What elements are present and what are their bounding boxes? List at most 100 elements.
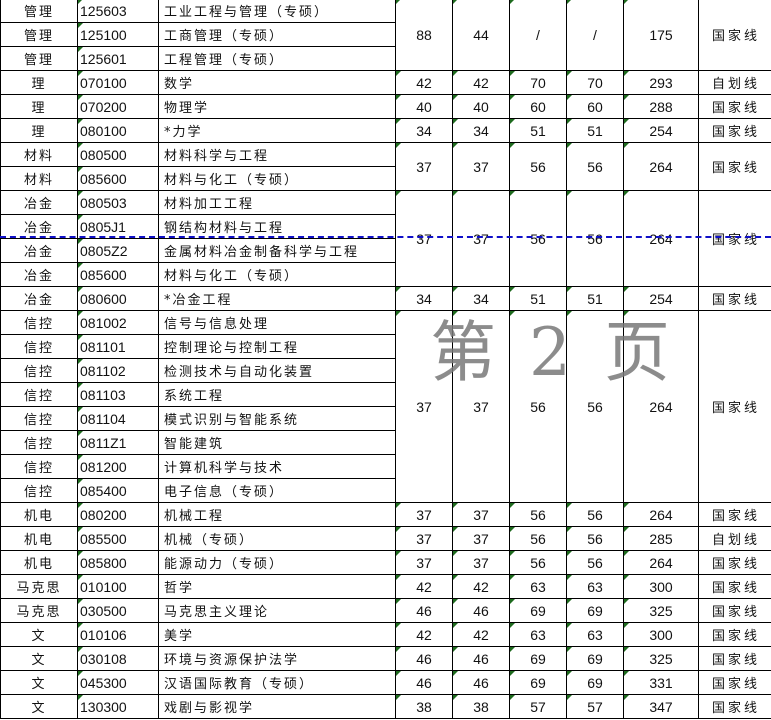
subject2-score-cell[interactable]: 56: [566, 526, 624, 551]
category-cell[interactable]: 机电: [0, 502, 78, 527]
line-type-cell[interactable]: 国家线: [698, 550, 771, 575]
line-type-cell[interactable]: 国家线: [698, 574, 771, 599]
line-type-cell[interactable]: 国家线: [698, 646, 771, 671]
politics-score-cell[interactable]: 42: [395, 622, 453, 647]
total-score-cell[interactable]: 325: [623, 646, 699, 671]
foreign-lang-score-cell[interactable]: 34: [452, 286, 510, 311]
politics-score-cell[interactable]: 37: [395, 502, 453, 527]
category-cell[interactable]: 马克思: [0, 598, 78, 623]
category-cell[interactable]: 信控: [0, 478, 78, 503]
line-type-cell[interactable]: 国家线: [698, 190, 771, 287]
foreign-lang-score-cell[interactable]: 37: [452, 190, 510, 287]
politics-score-cell[interactable]: 37: [395, 310, 453, 503]
subject1-score-cell[interactable]: 56: [509, 310, 567, 503]
category-cell[interactable]: 冶金: [0, 190, 78, 215]
politics-score-cell[interactable]: 37: [395, 142, 453, 191]
total-score-cell[interactable]: 325: [623, 598, 699, 623]
foreign-lang-score-cell[interactable]: 42: [452, 70, 510, 95]
total-score-cell[interactable]: 254: [623, 118, 699, 143]
category-cell[interactable]: 信控: [0, 334, 78, 359]
code-cell[interactable]: 085800: [77, 550, 159, 575]
subject1-score-cell[interactable]: 70: [509, 70, 567, 95]
total-score-cell[interactable]: 331: [623, 670, 699, 695]
major-name-cell[interactable]: 智能建筑: [158, 430, 396, 455]
major-name-cell[interactable]: 信号与信息处理: [158, 310, 396, 335]
line-type-cell[interactable]: 国家线: [698, 286, 771, 311]
line-type-cell[interactable]: 国家线: [698, 118, 771, 143]
total-score-cell[interactable]: 288: [623, 94, 699, 119]
politics-score-cell[interactable]: 88: [395, 0, 453, 71]
code-cell[interactable]: 085500: [77, 526, 159, 551]
line-type-cell[interactable]: 国家线: [698, 694, 771, 719]
code-cell[interactable]: 010100: [77, 574, 159, 599]
subject2-score-cell[interactable]: 63: [566, 622, 624, 647]
major-name-cell[interactable]: 工业工程与管理（专硕）: [158, 0, 396, 23]
major-name-cell[interactable]: 哲学: [158, 574, 396, 599]
total-score-cell[interactable]: 293: [623, 70, 699, 95]
subject2-score-cell[interactable]: 69: [566, 646, 624, 671]
category-cell[interactable]: 机电: [0, 550, 78, 575]
major-name-cell[interactable]: 模式识别与智能系统: [158, 406, 396, 431]
subject1-score-cell[interactable]: /: [509, 0, 567, 71]
category-cell[interactable]: 理: [0, 94, 78, 119]
category-cell[interactable]: 文: [0, 622, 78, 647]
major-name-cell[interactable]: 环境与资源保护法学: [158, 646, 396, 671]
foreign-lang-score-cell[interactable]: 42: [452, 622, 510, 647]
category-cell[interactable]: 马克思: [0, 574, 78, 599]
code-cell[interactable]: 081101: [77, 334, 159, 359]
politics-score-cell[interactable]: 37: [395, 550, 453, 575]
foreign-lang-score-cell[interactable]: 37: [452, 142, 510, 191]
subject2-score-cell[interactable]: 57: [566, 694, 624, 719]
politics-score-cell[interactable]: 37: [395, 526, 453, 551]
total-score-cell[interactable]: 254: [623, 286, 699, 311]
total-score-cell[interactable]: 264: [623, 190, 699, 287]
category-cell[interactable]: 理: [0, 70, 78, 95]
code-cell[interactable]: 125603: [77, 0, 159, 23]
subject2-score-cell[interactable]: 70: [566, 70, 624, 95]
line-type-cell[interactable]: 国家线: [698, 142, 771, 191]
major-name-cell[interactable]: 控制理论与控制工程: [158, 334, 396, 359]
subject1-score-cell[interactable]: 51: [509, 118, 567, 143]
subject1-score-cell[interactable]: 51: [509, 286, 567, 311]
category-cell[interactable]: 冶金: [0, 286, 78, 311]
category-cell[interactable]: 信控: [0, 430, 78, 455]
major-name-cell[interactable]: 汉语国际教育（专硕）: [158, 670, 396, 695]
category-cell[interactable]: 冶金: [0, 262, 78, 287]
code-cell[interactable]: 080100: [77, 118, 159, 143]
foreign-lang-score-cell[interactable]: 40: [452, 94, 510, 119]
major-name-cell[interactable]: 计算机科学与技术: [158, 454, 396, 479]
politics-score-cell[interactable]: 42: [395, 574, 453, 599]
line-type-cell[interactable]: 国家线: [698, 310, 771, 503]
major-name-cell[interactable]: 材料科学与工程: [158, 142, 396, 167]
foreign-lang-score-cell[interactable]: 37: [452, 310, 510, 503]
code-cell[interactable]: 125601: [77, 46, 159, 71]
line-type-cell[interactable]: 国家线: [698, 94, 771, 119]
total-score-cell[interactable]: 264: [623, 502, 699, 527]
politics-score-cell[interactable]: 40: [395, 94, 453, 119]
category-cell[interactable]: 管理: [0, 46, 78, 71]
politics-score-cell[interactable]: 34: [395, 118, 453, 143]
politics-score-cell[interactable]: 34: [395, 286, 453, 311]
subject2-score-cell[interactable]: 56: [566, 190, 624, 287]
category-cell[interactable]: 材料: [0, 166, 78, 191]
code-cell[interactable]: 080200: [77, 502, 159, 527]
subject1-score-cell[interactable]: 56: [509, 502, 567, 527]
subject1-score-cell[interactable]: 56: [509, 142, 567, 191]
category-cell[interactable]: 机电: [0, 526, 78, 551]
code-cell[interactable]: 030500: [77, 598, 159, 623]
category-cell[interactable]: 信控: [0, 382, 78, 407]
major-name-cell[interactable]: 戏剧与影视学: [158, 694, 396, 719]
subject1-score-cell[interactable]: 63: [509, 622, 567, 647]
code-cell[interactable]: 080500: [77, 142, 159, 167]
category-cell[interactable]: 信控: [0, 358, 78, 383]
code-cell[interactable]: 0805Z2: [77, 238, 159, 263]
code-cell[interactable]: 080503: [77, 190, 159, 215]
total-score-cell[interactable]: 300: [623, 574, 699, 599]
line-type-cell[interactable]: 国家线: [698, 502, 771, 527]
line-type-cell[interactable]: 国家线: [698, 622, 771, 647]
major-name-cell[interactable]: 材料与化工（专硕）: [158, 262, 396, 287]
line-type-cell[interactable]: 国家线: [698, 0, 771, 71]
subject1-score-cell[interactable]: 63: [509, 574, 567, 599]
foreign-lang-score-cell[interactable]: 37: [452, 526, 510, 551]
category-cell[interactable]: 信控: [0, 406, 78, 431]
